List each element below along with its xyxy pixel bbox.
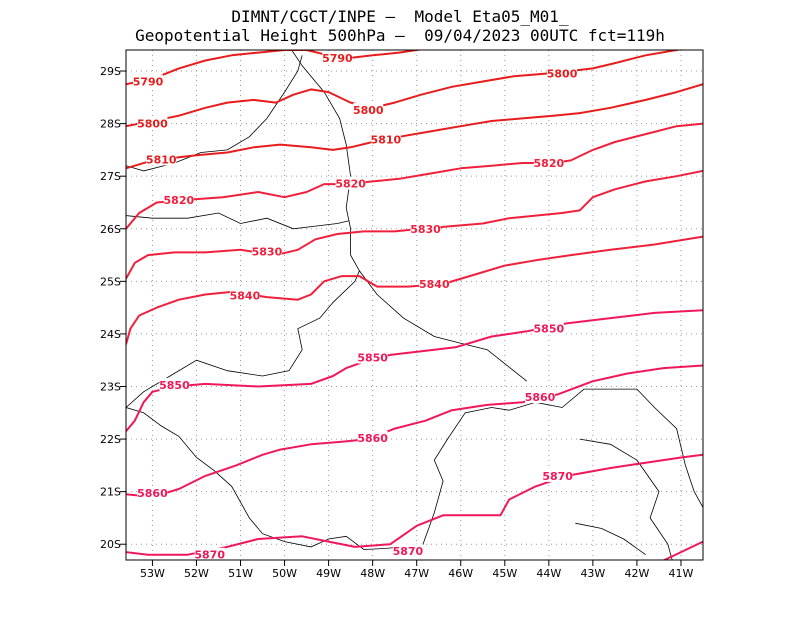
coastline-segment: [579, 438, 673, 560]
coastline-segment: [126, 55, 303, 172]
contour-5800: [126, 50, 682, 128]
contour-label-bg: [159, 377, 190, 391]
y-axis-ticks: 20S 21S 22S 23S 24S 25S 26S 27S 28S 29S: [100, 65, 126, 551]
x-tick-label: 49W: [316, 567, 341, 580]
x-tick-label: 41W: [669, 567, 694, 580]
contour-label-5860: 5860: [357, 432, 388, 445]
x-tick-label: 47W: [404, 567, 429, 580]
contour-5790: [126, 50, 424, 86]
contour-5820: [126, 122, 703, 230]
x-tick-label: 45W: [492, 567, 517, 580]
y-tick-label: 29S: [100, 65, 121, 78]
contour-label-5800: 5800: [353, 104, 384, 117]
x-tick-label: 52W: [184, 567, 209, 580]
height-contours: [126, 50, 703, 560]
y-tick-label: 21S: [100, 486, 121, 499]
y-tick-label: 23S: [100, 380, 121, 393]
coastline-segment: [126, 407, 404, 550]
contour-label-5840: 5840: [230, 290, 261, 303]
y-tick-label: 27S: [100, 170, 121, 183]
contour-label-5850: 5850: [159, 379, 190, 392]
y-tick-label: 24S: [100, 328, 121, 341]
map-title-line-1: DIMNT/CGCT/INPE – Model Eta05_M01_: [231, 7, 569, 26]
contour-label-5870: 5870: [393, 545, 424, 558]
map-title-line-2: Geopotential Height 500hPa – 09/04/2023 …: [135, 26, 665, 45]
x-tick-label: 44W: [536, 567, 561, 580]
contour-label-bg: [229, 288, 260, 302]
contour-label-5790: 5790: [133, 76, 164, 89]
contour-label-5840: 5840: [419, 278, 450, 291]
y-tick-label: 28S: [100, 118, 121, 131]
x-tick-label: 51W: [228, 567, 253, 580]
y-tick-label: 22S: [100, 433, 121, 446]
contour-label-bg: [357, 350, 388, 364]
x-tick-label: 53W: [140, 567, 165, 580]
contour-label-bg: [357, 431, 388, 445]
contour-label-bg: [146, 152, 177, 166]
contour-label-bg: [410, 221, 441, 235]
contour-label-bg: [335, 176, 366, 190]
y-tick-label: 25S: [100, 275, 121, 288]
contour-label-bg: [137, 116, 168, 130]
contour-label-bg: [525, 390, 556, 404]
contour-label-bg: [392, 544, 423, 558]
y-tick-label: 26S: [100, 223, 121, 236]
contour-label-5870: 5870: [542, 470, 573, 483]
contour-label-5860: 5860: [525, 391, 556, 404]
contour-label-5820: 5820: [534, 157, 565, 170]
contour-label-5850: 5850: [534, 323, 565, 336]
lat-lon-gridlines: [126, 50, 703, 560]
contour-label-5830: 5830: [252, 245, 283, 258]
x-tick-label: 42W: [624, 567, 649, 580]
contour-label-5820: 5820: [164, 194, 195, 207]
contour-5840: [126, 235, 703, 345]
coastline-segment: [575, 522, 646, 556]
contour-label-bg: [353, 102, 384, 116]
contour-label-bg: [163, 192, 194, 206]
coastline-segment: [584, 388, 703, 508]
coastline-segment: [126, 212, 349, 230]
x-tick-label: 46W: [448, 567, 473, 580]
x-axis-ticks: 53W 52W 51W 50W 49W 48W 47W 46W 45W 44W 43W 42W 41W: [140, 560, 694, 580]
y-tick-label: 20S: [100, 538, 121, 551]
contour-5870: [662, 540, 703, 560]
contour-5870: [126, 453, 703, 556]
contour-label-bg: [547, 66, 578, 80]
map-frame: [125, 49, 704, 561]
contour-label-5800: 5800: [137, 118, 168, 131]
contour-label-5860: 5860: [137, 487, 168, 500]
contour-label-5810: 5810: [146, 153, 177, 166]
x-tick-label: 48W: [360, 567, 385, 580]
contour-label-bg: [194, 547, 225, 561]
x-tick-label: 43W: [580, 567, 605, 580]
contour-label-bg: [533, 156, 564, 170]
contour-label-5870: 5870: [194, 549, 225, 562]
contour-label-bg: [370, 132, 401, 146]
contour-label-bg: [542, 468, 573, 482]
coastline-segment: [420, 388, 585, 550]
contour-label-bg: [419, 276, 450, 290]
contour-label-bg: [133, 74, 164, 88]
contour-label-5800: 5800: [547, 68, 578, 81]
contour-label-bg: [137, 486, 168, 500]
contour-label-5810: 5810: [371, 133, 402, 146]
x-tick-label: 50W: [272, 567, 297, 580]
coastline-segment: [291, 50, 528, 382]
contour-label-bg: [322, 50, 353, 64]
contour-labels: 5870 5870 5870 5860 5860 5860 5850 5850 5850 5840…: [133, 50, 578, 562]
coastline-segment: [126, 270, 360, 408]
contour-label-5820: 5820: [335, 178, 366, 191]
contour-label-5850: 5850: [357, 352, 388, 365]
contour-5830: [126, 169, 703, 280]
contour-label-5790: 5790: [322, 52, 353, 65]
coastline-and-borders: [126, 50, 703, 560]
contour-label-bg: [251, 244, 282, 258]
contour-5850: [126, 309, 703, 432]
contour-label-bg: [533, 321, 564, 335]
contour-label-5830: 5830: [410, 223, 441, 236]
